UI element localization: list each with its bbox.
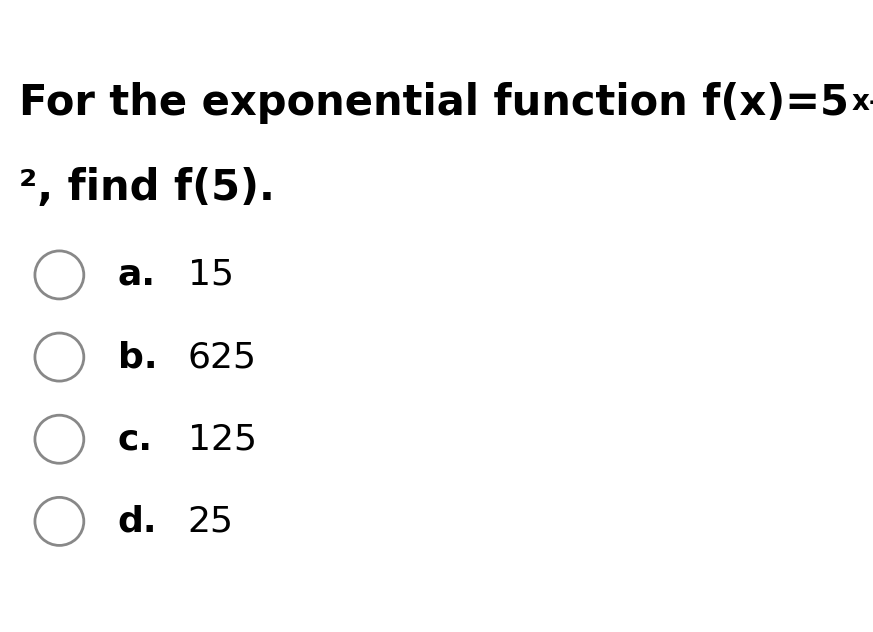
Text: c.: c. [118, 422, 153, 456]
Text: 625: 625 [188, 340, 257, 374]
Text: d.: d. [118, 504, 157, 538]
Text: 25: 25 [188, 504, 234, 538]
Text: x-: x- [851, 88, 873, 116]
Ellipse shape [35, 497, 84, 545]
Text: 15: 15 [188, 258, 234, 292]
Text: b.: b. [118, 340, 157, 374]
Text: ², find f(5).: ², find f(5). [19, 167, 275, 209]
Ellipse shape [35, 251, 84, 299]
Ellipse shape [35, 333, 84, 381]
Text: For the exponential function f(x)=5: For the exponential function f(x)=5 [19, 82, 849, 124]
Ellipse shape [35, 415, 84, 463]
Text: a.: a. [118, 258, 156, 292]
Text: 125: 125 [188, 422, 257, 456]
